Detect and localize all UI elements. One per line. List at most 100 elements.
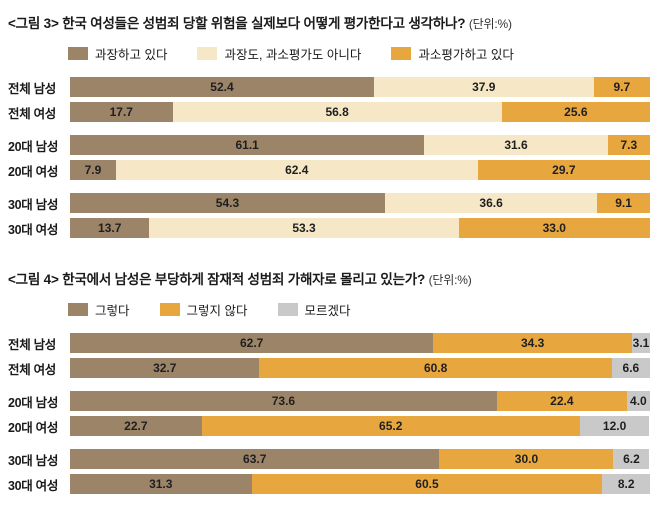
row-label: 20대 여성 [8, 164, 59, 179]
stacked-bar: 22.7 65.2 12.0 [70, 416, 650, 436]
segment-value: 65.2 [379, 419, 403, 433]
bar-segment: 65.2 [201, 416, 580, 436]
row-label: 30대 여성 [8, 478, 59, 493]
bar-row: 30대 여성 31.3 60.5 8.2 [8, 474, 650, 494]
stacked-bar: 73.6 22.4 4.0 [70, 391, 650, 411]
segment-value: 60.8 [423, 361, 448, 375]
bar-segment: 13.7 [70, 218, 150, 238]
segment-value: 33.0 [542, 221, 566, 235]
segment-value: 62.4 [285, 163, 309, 177]
segment-value: 52.4 [210, 80, 234, 94]
stacked-bar: 17.7 56.8 25.6 [70, 102, 651, 122]
row-label: 전체 여성 [8, 362, 56, 377]
bar-segment: 60.5 [251, 474, 603, 494]
segment-value: 31.3 [149, 477, 173, 491]
bar-segment: 29.7 [477, 160, 650, 180]
chart-unit: (단위:%) [428, 273, 472, 287]
segment-value: 29.7 [552, 163, 576, 177]
stacked-bar: 52.4 37.9 9.7 [70, 77, 650, 97]
bar-segment: 30.0 [439, 449, 614, 469]
bar-segment: 61.1 [70, 135, 425, 155]
legend-label: 모르겠다 [304, 304, 351, 318]
bar-segment: 73.6 [70, 391, 497, 411]
bar-segment: 36.6 [384, 193, 598, 213]
segment-value: 6.6 [622, 361, 640, 375]
segment-value: 25.6 [564, 105, 588, 119]
bar-segment: 56.8 [172, 102, 502, 122]
segment-value: 32.7 [153, 361, 177, 375]
segment-value: 7.9 [84, 163, 102, 177]
bar-segment: 31.6 [424, 135, 608, 155]
legend-label: 그렇다 [95, 304, 130, 318]
chart-header: <그림 4> 한국에서 남성은 부당하게 잠재적 성범죄 가해자로 몰리고 있는… [8, 268, 650, 288]
bar-row: 20대 남성 73.6 22.4 4.0 [8, 391, 650, 411]
legend-item: 과소평가하고 있다 [391, 44, 514, 63]
bar-segment: 7.9 [70, 160, 116, 180]
legend-swatch-icon [277, 303, 298, 316]
bar-segment: 31.3 [70, 474, 252, 494]
chart-tag: <그림 4> [8, 272, 59, 287]
stacked-bar: 31.3 60.5 8.2 [70, 474, 650, 494]
bar-segment: 9.7 [593, 77, 650, 97]
legend-swatch-icon [68, 47, 88, 60]
bar-segment: 6.6 [611, 358, 651, 378]
segment-value: 73.6 [271, 394, 296, 408]
legend: 그렇다 그렇지 않다 모르겠다 [68, 300, 650, 319]
row-label: 30대 남성 [8, 197, 59, 212]
legend-swatch-icon [391, 47, 412, 60]
bar-segment: 32.7 [70, 358, 260, 378]
bar-segment: 62.4 [115, 160, 478, 180]
legend-swatch-icon [68, 303, 88, 316]
chart-tag: <그림 3> [8, 16, 59, 31]
chart-title: 한국에서 남성은 부당하게 잠재적 성범죄 가해자로 몰리고 있는가? [62, 272, 426, 287]
bar-segment: 33.0 [458, 218, 650, 238]
segment-value: 4.0 [630, 394, 647, 408]
bar-row: 전체 여성 32.7 60.8 6.6 [8, 358, 651, 378]
bar-segment: 63.7 [70, 449, 440, 469]
segment-value: 34.3 [520, 336, 545, 350]
stacked-bar: 13.7 53.3 33.0 [70, 218, 650, 238]
bar-row: 30대 남성 63.7 30.0 6.2 [8, 449, 650, 469]
stacked-bar: 61.1 31.6 7.3 [70, 135, 650, 155]
bar-segment: 60.8 [259, 358, 612, 378]
segment-value: 22.7 [124, 419, 148, 433]
legend-label: 과소평가하고 있다 [418, 48, 514, 62]
segment-value: 6.2 [623, 452, 640, 466]
chart-figure-3: <그림 3> 한국 여성들은 성범죄 당할 위험을 실제보다 어떻게 평가한다고… [8, 12, 651, 238]
segment-value: 9.7 [613, 80, 631, 94]
legend-label: 과장하고 있다 [95, 48, 168, 62]
legend-item: 과장도, 과소평가도 아니다 [197, 44, 361, 63]
chart-unit: (단위:%) [468, 17, 512, 31]
row-label: 전체 남성 [8, 81, 56, 96]
row-label: 20대 남성 [8, 139, 59, 154]
bar-row: 20대 여성 22.7 65.2 12.0 [8, 416, 650, 436]
bar-segment: 54.3 [70, 193, 385, 213]
stacked-bar: 54.3 36.6 9.1 [70, 193, 650, 213]
row-label: 20대 여성 [8, 420, 59, 435]
segment-value: 22.4 [550, 394, 574, 408]
segment-value: 53.3 [292, 221, 316, 235]
segment-value: 31.6 [504, 138, 528, 152]
bar-row: 30대 남성 54.3 36.6 9.1 [8, 193, 650, 213]
stacked-bar: 32.7 60.8 6.6 [70, 358, 651, 378]
segment-value: 60.5 [415, 477, 439, 491]
bar-segment: 22.4 [496, 391, 627, 411]
bar-segment: 37.9 [373, 77, 594, 97]
bar-segment: 34.3 [433, 333, 633, 353]
bar-segment: 62.7 [70, 333, 434, 353]
segment-value: 54.3 [215, 196, 240, 210]
legend-swatch-icon [197, 47, 218, 60]
bar-row: 20대 남성 61.1 31.6 7.3 [8, 135, 650, 155]
bar-row: 20대 여성 7.9 62.4 29.7 [8, 160, 650, 180]
bar-segment: 22.7 [70, 416, 202, 436]
bar-row: 30대 여성 13.7 53.3 33.0 [8, 218, 650, 238]
bar-segment: 9.1 [597, 193, 650, 213]
legend-item: 과장하고 있다 [68, 44, 167, 63]
stacked-bar: 63.7 30.0 6.2 [70, 449, 650, 469]
legend-swatch-icon [159, 303, 180, 316]
row-label: 전체 여성 [8, 106, 56, 121]
legend-item: 그렇지 않다 [159, 300, 248, 319]
bar-segment: 17.7 [70, 102, 173, 122]
segment-value: 61.1 [235, 138, 259, 152]
